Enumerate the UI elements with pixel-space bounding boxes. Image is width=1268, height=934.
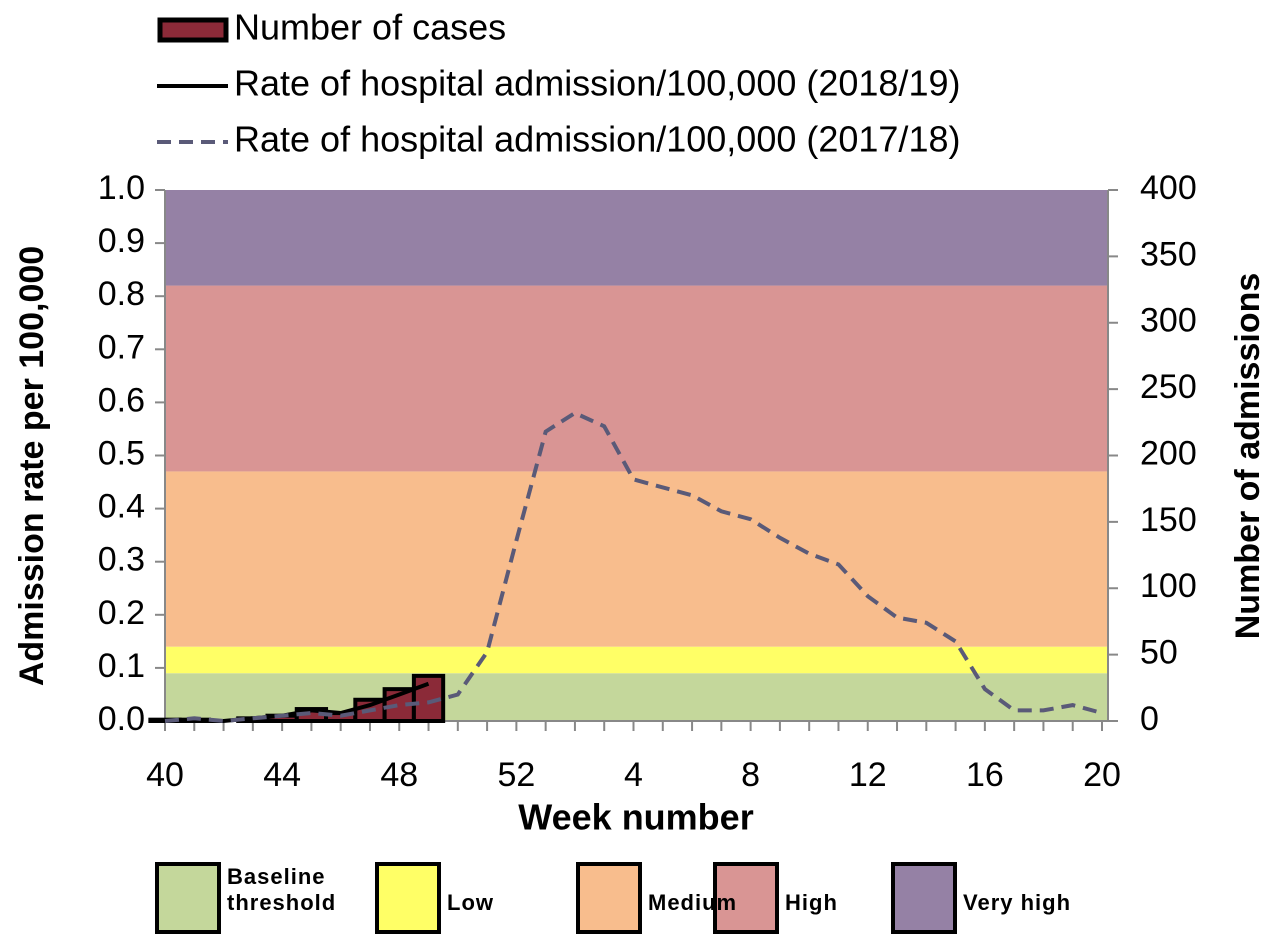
band-legend-label: Baseline threshold	[227, 864, 337, 915]
band-legend-label: High	[785, 890, 838, 915]
legend-swatch	[157, 17, 229, 43]
y2-tick-label: 200	[1140, 434, 1197, 472]
y-tick-label: 0.2	[98, 594, 145, 632]
y2-tick-label: 100	[1140, 567, 1197, 605]
x-tick-label: 16	[966, 756, 1004, 794]
y2-tick-label: 350	[1140, 235, 1197, 273]
threshold-band	[165, 646, 1108, 674]
y2-axis-title: Number of admissions	[1229, 273, 1267, 640]
y-tick-label: 0.6	[98, 381, 145, 419]
threshold-band	[165, 471, 1108, 647]
y2-tick-label: 0	[1140, 700, 1159, 738]
band-legend-swatch	[713, 862, 779, 934]
band-legend-label: Low	[447, 890, 494, 915]
y2-tick-label: 300	[1140, 302, 1197, 340]
x-tick-label: 48	[380, 756, 418, 794]
legend-label: Rate of hospital admission/100,000 (2017…	[234, 119, 960, 160]
threshold-band	[165, 190, 1108, 286]
y2-tick-label: 400	[1140, 169, 1197, 207]
band-legend-swatch	[576, 862, 642, 934]
y-tick-label: 0.4	[98, 488, 145, 526]
y-tick-label: 0.0	[98, 700, 145, 738]
x-axis-title: Week number	[518, 797, 753, 838]
y-axis-title: Admission rate per 100,000	[13, 246, 51, 686]
x-tick-label: 40	[146, 756, 184, 794]
legend-label: Number of cases	[234, 7, 506, 48]
band-legend-swatch	[891, 862, 957, 934]
y2-tick-label: 250	[1140, 368, 1197, 406]
x-tick-label: 52	[497, 756, 535, 794]
band-legend-label: Very high	[963, 890, 1072, 915]
band-legend-swatch	[155, 862, 221, 934]
y2-tick-label: 150	[1140, 501, 1197, 539]
x-tick-label: 44	[263, 756, 301, 794]
y-tick-label: 0.7	[98, 328, 145, 366]
y-tick-label: 1.0	[98, 169, 145, 207]
x-tick-label: 12	[849, 756, 887, 794]
threshold-band	[165, 285, 1108, 472]
y2-tick-label: 50	[1140, 634, 1178, 672]
band-legend-label: Medium	[648, 890, 738, 915]
band-legend-swatch	[375, 862, 441, 934]
y-tick-label: 0.5	[98, 434, 145, 472]
x-tick-label: 4	[624, 756, 643, 794]
x-tick-label: 8	[741, 756, 760, 794]
y-tick-label: 0.1	[98, 647, 145, 685]
x-tick-label: 20	[1083, 756, 1121, 794]
y-tick-label: 0.9	[98, 222, 145, 260]
line	[164, 410, 1103, 724]
legend-label: Rate of hospital admission/100,000 (2018…	[234, 63, 960, 104]
y-tick-label: 0.8	[98, 275, 145, 313]
y-tick-label: 0.3	[98, 541, 145, 579]
